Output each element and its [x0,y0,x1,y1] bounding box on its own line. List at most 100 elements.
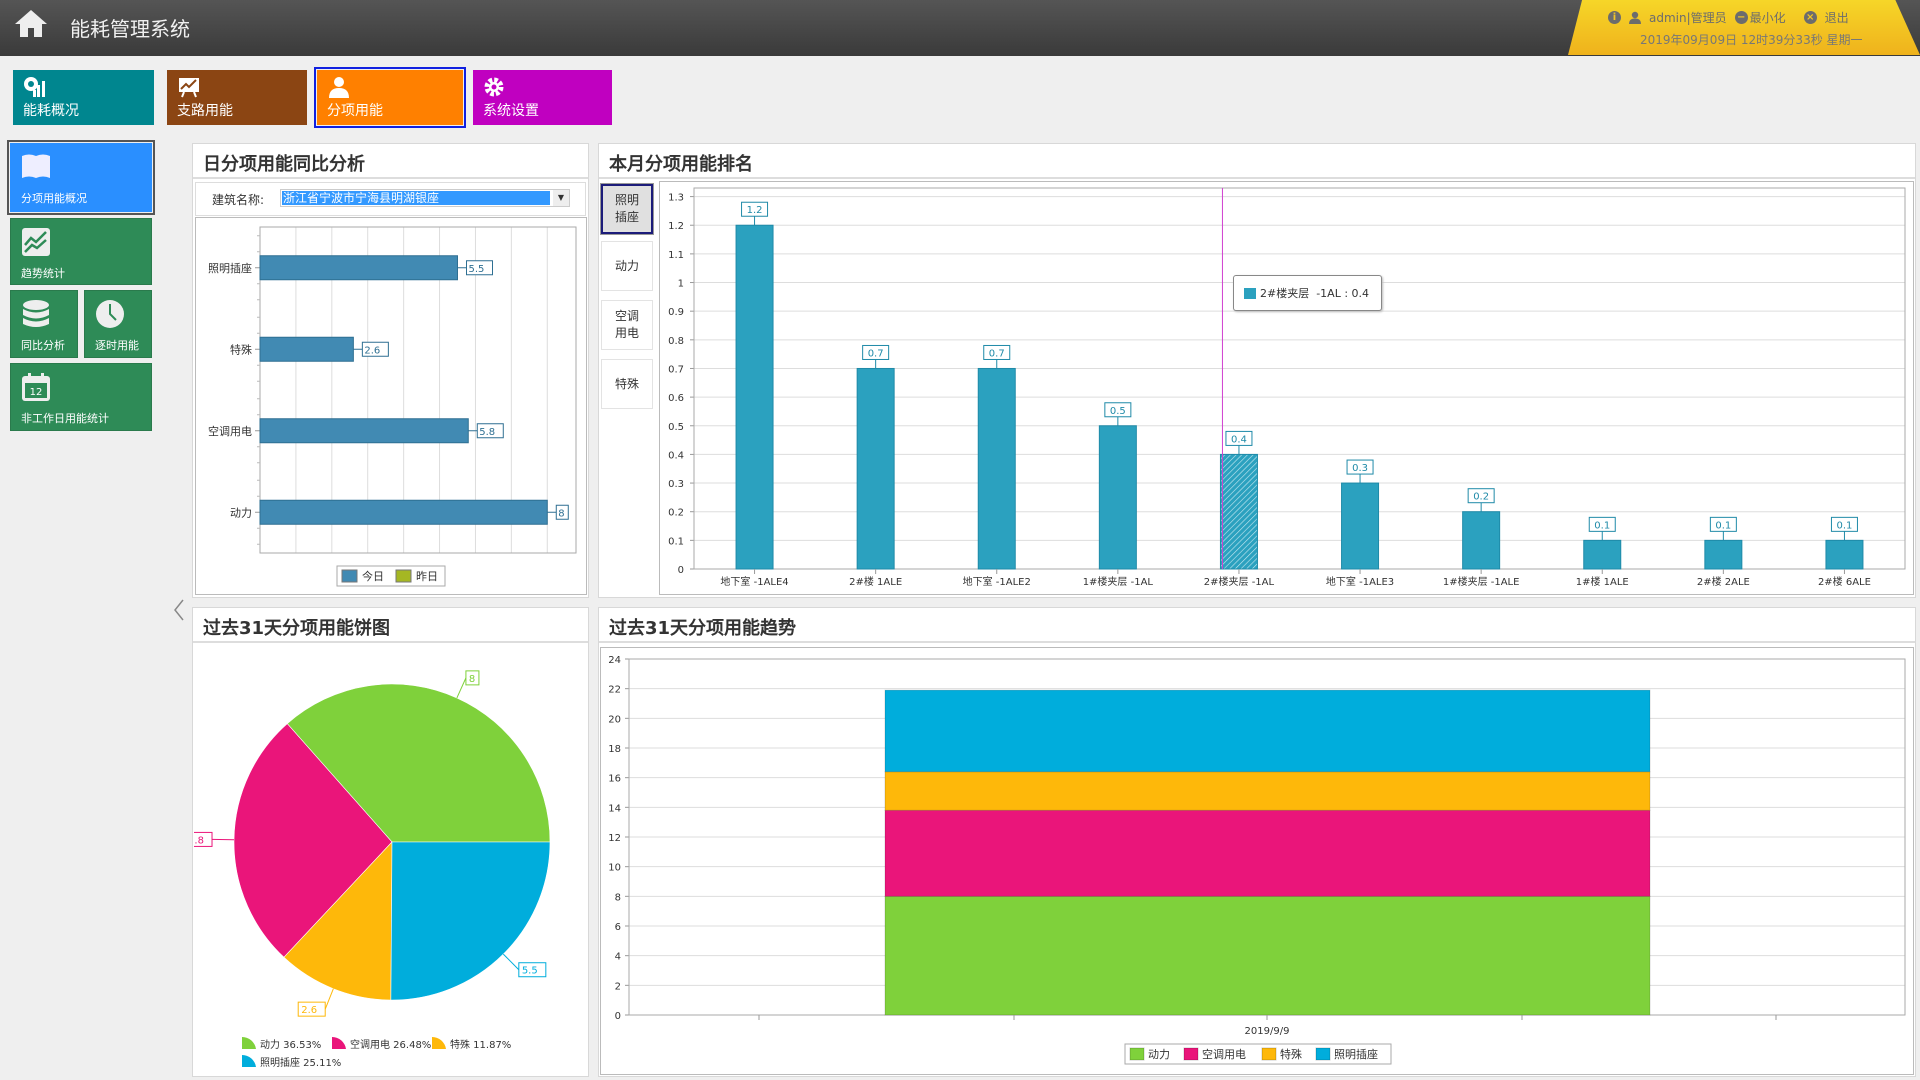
data-label-box [466,260,493,276]
plot-area [693,187,1906,570]
chevron-down-icon[interactable]: ▼ [553,190,569,206]
tab-special[interactable]: 特殊 [601,359,653,409]
building-filter-row: 建筑名称: 浙江省宁波市宁海县明湖银座 ▼ [195,182,586,216]
calendar-icon: 12 [22,373,50,401]
chart-pie-icon [24,77,45,97]
data-label: 5.8 [479,427,495,438]
data-label-box [297,1001,326,1017]
x-tick-label: 1#楼 1ALE [1576,575,1629,588]
y-tick-label: 0.9 [668,307,684,318]
data-label: 0.3 [1352,463,1368,474]
gear-icon [484,77,504,97]
data-label: 5.8 [194,835,204,846]
app-title: 能耗管理系统 [70,17,190,41]
data-label-box [1225,430,1253,446]
clock-icon [96,300,124,328]
nav-label: 系统设置 [483,103,539,119]
logout-button[interactable]: 退出 [1824,11,1849,25]
minimize-icon[interactable]: − [1734,11,1748,24]
tab-air-conditioning[interactable]: 空调用电 [601,300,653,350]
data-label-box [361,341,389,357]
legend-swatch [1315,1047,1331,1061]
y-tick-label: 0 [678,565,684,576]
data-label: 0.7 [868,348,884,359]
database-icon [23,300,49,327]
user-bar: i admin|管理员 − 最小化 × 退出 2019年09月09日 12时39… [1568,0,1920,55]
y-tick-label: 12 [608,833,621,844]
data-label: 0.1 [1715,520,1731,531]
x-tick-label: 2#楼夹层 -1AL [1204,575,1275,588]
y-tick-label: 0.3 [668,479,684,490]
x-tick-label: 2#楼 6ALE [1818,575,1871,588]
data-label-box [476,423,504,439]
nav-label: 分项用能 [327,103,383,119]
minimize-button[interactable]: 最小化 [1749,11,1786,25]
data-label: 0.2 [1473,492,1489,503]
legend-label: 特殊 [1280,1047,1302,1061]
data-label-box [194,831,213,847]
legend: 动力 空调用电 特殊 照明插座 [1124,1043,1392,1065]
sidebar-item-itemized-overview[interactable]: 分项用能概况 [7,140,155,215]
y-tick-label: 0.2 [668,508,684,519]
y-tick-label: 24 [608,655,621,666]
data-label-box [1104,402,1132,418]
tab-lighting-socket[interactable]: 照明插座 [600,183,654,235]
legend-swatch [1129,1047,1145,1061]
data-label: 5.5 [522,966,538,977]
datetime: 2019年09月09日 12时39分33秒 星期一 [1640,33,1863,47]
legend-label: 动力 [1148,1048,1170,1061]
x-tick-label: 地下室 -1ALE3 [1326,575,1394,588]
bar [1583,539,1622,570]
nav-branch-energy[interactable]: 支路用能 [167,70,307,125]
y-tick-label: 0.6 [668,393,684,404]
y-tick-label: 动力 [230,506,252,519]
y-tick-label: 0.1 [668,536,684,547]
legend: 今日 昨日 [336,565,446,587]
y-tick-label: 8 [615,892,621,903]
y-tick-label: 0.4 [668,450,684,461]
y-tick-label: 1.1 [668,250,684,261]
bar [856,367,895,570]
sidebar-item-non-workday-stats[interactable]: 12 非工作日用能统计 [10,363,152,431]
home-icon[interactable] [14,8,48,38]
sidebar-item-trend[interactable]: 趋势统计 [10,218,152,285]
collapse-sidebar-icon[interactable] [172,598,186,622]
data-label: 0.1 [1836,520,1852,531]
data-label: 2.6 [364,345,380,356]
data-label-box [1346,459,1374,475]
panel-title: 本月分项用能排名 [599,144,1915,179]
sidebar-item-hourly-energy[interactable]: 逐时用能 [84,290,152,358]
bar [259,255,458,281]
y-tick-label: 18 [608,744,621,755]
pie-chart-panel: 过去31天分项用能饼图 8 5.8 2.6 5.5 动力 36.53% 空调用电 26.4… [192,607,589,1077]
close-icon[interactable]: × [1803,11,1817,24]
stacked-bar-segment [884,809,1651,897]
legend-label: 空调用电 [1202,1047,1246,1061]
nav-system-settings[interactable]: 系统设置 [473,70,612,125]
data-label-box [555,504,569,520]
y-tick-label: 20 [608,714,621,725]
sidebar-item-yoy-analysis[interactable]: 同比分析 [10,290,78,358]
info-icon[interactable]: i [1608,11,1621,24]
daily-bar-chart: 照明插座 5.5 特殊 2.6 空调用电 5.8 动力 8 今日 昨日 [208,226,577,587]
nav-itemized-energy[interactable]: 分项用能 [314,67,466,128]
y-tick-label: 0 [615,1011,621,1022]
nav-energy-overview[interactable]: 能耗概况 [13,70,154,125]
legend-label: 昨日 [416,570,438,583]
calendar-day: 12 [30,387,43,398]
bar [1219,453,1258,570]
y-tick-label: 0.5 [668,422,684,433]
legend-label: 空调用电 26.48% [350,1038,431,1051]
user-icon [329,77,349,98]
user-name[interactable]: admin|管理员 [1649,11,1727,25]
legend-label: 照明插座 [1334,1047,1378,1061]
y-tick-label: 6 [615,922,621,933]
user-icon [1629,11,1641,24]
panel-title: 日分项用能同比分析 [193,144,588,179]
tab-power[interactable]: 动力 [601,241,653,291]
x-tick-label: 1#楼夹层 -1AL [1083,575,1154,588]
label-leader [456,677,467,699]
building-select[interactable]: 浙江省宁波市宁海县明湖银座 ▼ [280,189,570,207]
data-label-box [1830,516,1858,532]
data-label-box [1588,516,1616,532]
